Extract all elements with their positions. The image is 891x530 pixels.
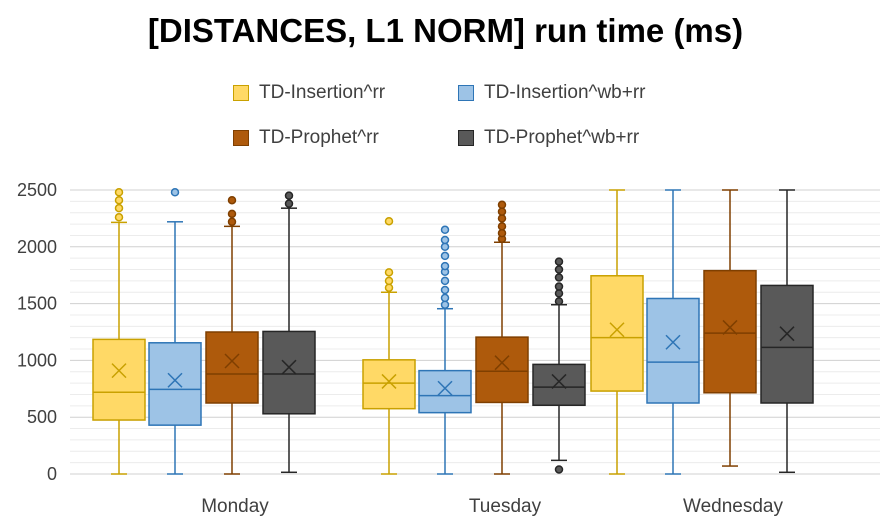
outlier-point bbox=[384, 276, 394, 286]
mean-marker bbox=[494, 355, 510, 371]
outlier-point bbox=[114, 213, 124, 222]
outlier-point bbox=[554, 289, 564, 298]
mean-marker bbox=[551, 373, 567, 389]
outlier-point bbox=[227, 209, 237, 219]
box bbox=[646, 297, 700, 404]
mean-marker bbox=[437, 380, 453, 396]
outlier-point bbox=[440, 225, 450, 235]
y-tick-label: 1500 bbox=[17, 294, 57, 314]
outlier-point bbox=[554, 465, 564, 474]
outlier-point bbox=[497, 200, 507, 210]
mean-marker bbox=[381, 373, 397, 389]
box bbox=[475, 336, 529, 404]
y-tick-label: 1000 bbox=[17, 350, 57, 370]
legend-item-td-insertion-rr: TD-Insertion^rr bbox=[233, 81, 385, 105]
outlier-point bbox=[440, 293, 450, 303]
legend-swatch-td-prophet-rr bbox=[233, 130, 249, 146]
box bbox=[362, 359, 416, 410]
outlier-point bbox=[440, 242, 450, 252]
legend-label-td-prophet-wb-rr: TD-Prophet^wb+rr bbox=[484, 127, 640, 148]
outlier-point bbox=[440, 235, 450, 245]
outlier-point bbox=[227, 195, 237, 205]
outlier-point bbox=[227, 217, 237, 227]
legend-label-td-insertion-rr: TD-Insertion^rr bbox=[259, 82, 386, 103]
x-category-label: Tuesday bbox=[469, 496, 542, 517]
box bbox=[205, 331, 259, 404]
chart-title: [DISTANCES, L1 NORM] run time (ms) bbox=[147, 12, 744, 49]
mean-marker bbox=[281, 359, 297, 375]
outlier-point bbox=[497, 207, 507, 216]
outlier-point bbox=[440, 300, 450, 309]
outlier-point bbox=[554, 297, 564, 306]
outlier-point bbox=[284, 191, 294, 200]
outlier-point bbox=[497, 222, 507, 231]
box bbox=[418, 369, 472, 414]
outlier-point bbox=[554, 282, 564, 291]
outlier-point bbox=[384, 283, 394, 292]
legend-label-td-prophet-rr: TD-Prophet^rr bbox=[259, 127, 379, 148]
box bbox=[148, 342, 202, 426]
box bbox=[532, 363, 586, 407]
outlier-point bbox=[497, 228, 507, 238]
legend-swatch-td-prophet-wb-rr bbox=[458, 130, 474, 146]
outlier-point bbox=[497, 214, 507, 223]
legend-swatch-td-insertion-rr bbox=[233, 85, 249, 101]
x-category-label: Wednesday bbox=[683, 496, 783, 517]
outlier-point bbox=[284, 199, 294, 208]
legend: TD-Insertion^rr TD-Insertion^wb+rr TD-Pr… bbox=[0, 76, 891, 156]
outlier-point bbox=[114, 203, 124, 213]
outlier-point bbox=[440, 276, 450, 286]
mean-marker bbox=[224, 353, 240, 369]
outlier-point bbox=[170, 188, 180, 197]
mean-marker bbox=[167, 372, 183, 388]
outlier-point bbox=[554, 273, 564, 282]
outlier-point bbox=[440, 285, 450, 295]
y-tick-label: 0 bbox=[47, 464, 57, 484]
outlier-point bbox=[384, 268, 394, 277]
mean-marker bbox=[111, 363, 127, 379]
outlier-point bbox=[440, 261, 450, 271]
box bbox=[760, 284, 814, 404]
legend-item-td-insertion-wb-rr: TD-Insertion^wb+rr bbox=[458, 81, 645, 105]
mean-marker bbox=[779, 326, 795, 342]
y-tick-label: 2500 bbox=[17, 180, 57, 200]
outlier-point bbox=[554, 265, 564, 274]
outlier-point bbox=[114, 195, 124, 205]
legend-swatch-td-insertion-wb-rr bbox=[458, 85, 474, 101]
outlier-point bbox=[114, 188, 124, 197]
x-category-label: Monday bbox=[201, 496, 269, 517]
box bbox=[703, 269, 757, 394]
box bbox=[262, 330, 316, 415]
outlier-point bbox=[384, 216, 394, 226]
legend-item-td-prophet-wb-rr: TD-Prophet^wb+rr bbox=[458, 126, 639, 150]
outlier-point bbox=[554, 257, 564, 266]
legend-item-td-prophet-rr: TD-Prophet^rr bbox=[233, 126, 379, 150]
outlier-point bbox=[440, 251, 450, 261]
mean-marker bbox=[722, 319, 738, 335]
y-tick-label: 500 bbox=[27, 407, 57, 427]
legend-label-td-insertion-wb-rr: TD-Insertion^wb+rr bbox=[484, 82, 646, 103]
mean-marker bbox=[665, 334, 681, 350]
box bbox=[92, 338, 146, 421]
y-tick-label: 2000 bbox=[17, 237, 57, 257]
mean-marker bbox=[609, 322, 625, 338]
box bbox=[590, 275, 644, 392]
